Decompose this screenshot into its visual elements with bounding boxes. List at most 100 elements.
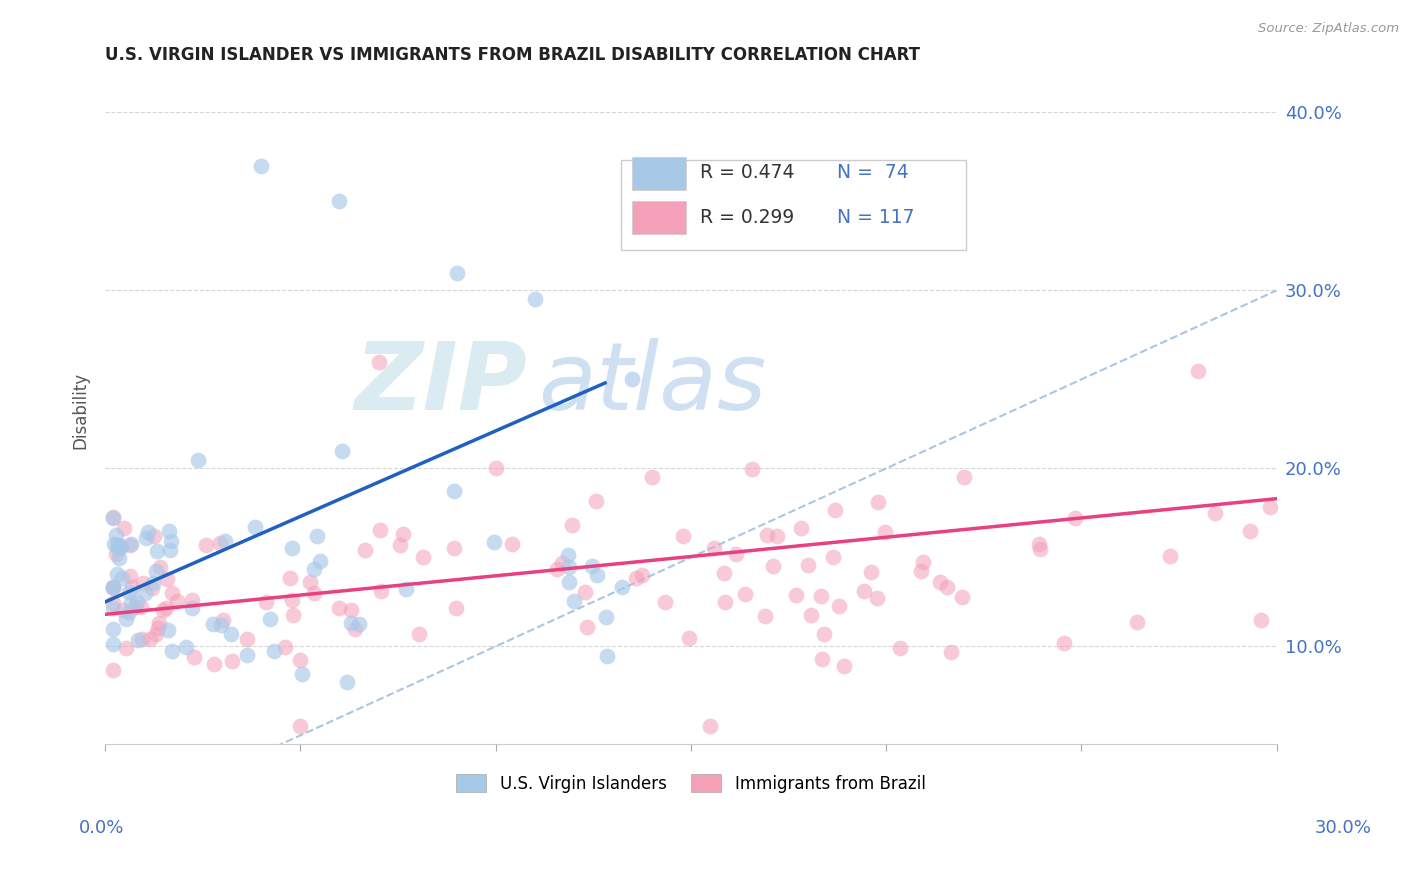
Point (245, 519, 267, 533)
Point (118, 585, 141, 599)
FancyBboxPatch shape (633, 201, 686, 234)
Point (762, 559, 785, 574)
Point (101, 600, 124, 615)
Point (734, 587, 756, 601)
Point (263, 643, 285, 657)
Point (631, 567, 654, 582)
Point (101, 510, 124, 524)
Point (110, 540, 132, 554)
Point (1053, 636, 1076, 650)
Point (160, 533, 183, 548)
Text: R = 0.299: R = 0.299 (700, 208, 794, 227)
Point (259, 612, 281, 626)
Point (254, 595, 277, 609)
Point (155, 601, 177, 615)
Point (115, 612, 138, 626)
Point (148, 616, 170, 631)
Point (1125, 615, 1147, 629)
Point (174, 640, 197, 655)
Point (1187, 363, 1209, 377)
Point (302, 586, 325, 600)
Point (281, 608, 304, 623)
Point (274, 640, 297, 654)
Point (120, 538, 142, 552)
Point (202, 657, 225, 672)
Point (101, 637, 124, 651)
Point (678, 631, 700, 645)
Point (699, 719, 721, 733)
Point (910, 564, 932, 578)
Point (291, 667, 314, 681)
Point (827, 599, 849, 614)
Point (278, 571, 301, 585)
Point (120, 537, 142, 551)
Point (112, 521, 135, 535)
Text: atlas: atlas (538, 338, 766, 429)
Point (105, 538, 128, 552)
Point (370, 583, 392, 598)
Point (444, 600, 467, 615)
Point (148, 559, 170, 574)
Point (873, 524, 896, 539)
Point (950, 590, 973, 604)
Point (446, 266, 468, 280)
Point (160, 585, 183, 599)
Point (157, 524, 180, 538)
Point (368, 523, 391, 537)
Point (340, 603, 363, 617)
Point (152, 602, 174, 616)
Point (160, 644, 183, 658)
Point (1250, 613, 1272, 627)
Point (187, 453, 209, 467)
Point (121, 580, 143, 594)
Point (928, 575, 950, 590)
Point (595, 609, 617, 624)
Point (596, 648, 619, 663)
Point (142, 576, 165, 591)
Point (941, 645, 963, 659)
Point (281, 593, 304, 607)
Point (143, 529, 166, 543)
Point (1258, 500, 1281, 514)
Point (621, 372, 644, 386)
Point (290, 719, 312, 733)
Point (821, 549, 844, 564)
Point (108, 551, 131, 566)
Point (131, 632, 153, 646)
Point (118, 605, 141, 619)
Point (101, 622, 124, 636)
Point (336, 675, 359, 690)
Point (754, 609, 776, 624)
Point (860, 566, 883, 580)
Point (889, 640, 911, 655)
Point (561, 518, 583, 533)
Point (557, 548, 579, 562)
Point (766, 529, 789, 543)
Point (443, 484, 465, 499)
Point (299, 575, 322, 590)
Point (146, 543, 169, 558)
Legend: U.S. Virgin Islanders, Immigrants from Brazil: U.S. Virgin Islanders, Immigrants from B… (450, 768, 932, 799)
Point (214, 533, 236, 548)
Point (724, 547, 747, 561)
Point (112, 603, 135, 617)
Point (800, 608, 823, 623)
Point (551, 556, 574, 570)
Point (101, 596, 124, 610)
Point (866, 495, 889, 509)
Point (343, 622, 366, 636)
Point (797, 558, 820, 573)
Point (107, 541, 129, 556)
Point (114, 640, 136, 655)
Point (953, 470, 976, 484)
Point (395, 582, 418, 597)
Point (145, 627, 167, 641)
Point (367, 354, 389, 368)
Point (134, 586, 156, 600)
Point (340, 616, 363, 631)
Point (624, 571, 647, 585)
Y-axis label: Disability: Disability (72, 372, 89, 450)
Point (347, 616, 370, 631)
Point (124, 599, 146, 614)
Point (120, 595, 142, 609)
